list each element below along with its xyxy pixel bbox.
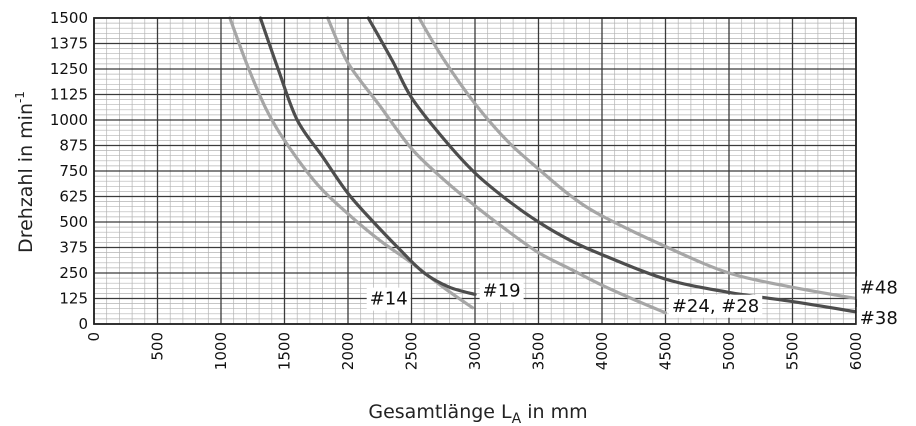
y-tick-label: 1500 [50,9,88,27]
x-tick-label: 5500 [784,332,802,370]
y-axis-title-superscript: -1 [13,91,27,103]
x-tick-label: 4000 [593,332,611,370]
curve-label-38: #38 [860,308,898,329]
x-tick-label: 500 [149,332,167,361]
y-tick-label: 500 [59,213,88,231]
curve-labels: #14 #19 #24, #28 #48 #38 [370,277,898,329]
x-axis-title-main: Gesamtlänge L [368,401,512,423]
curve-24-28 [326,16,668,315]
y-tick-label: 0 [78,315,88,333]
x-tick-label: 2000 [339,332,357,370]
curve-38 [366,16,858,314]
curve-19 [258,16,477,296]
x-tick-label: 3500 [530,332,548,370]
curve-label-bg [856,276,901,300]
y-tick-labels: 0 125 250 375 500 625 750 875 1000 1125 1250 1375 15… [50,9,88,333]
y-tick-label: 1125 [50,86,88,104]
x-tick-label: 0 [85,332,103,342]
x-tick-label: 1000 [212,332,230,370]
curve-label-48: #48 [860,277,898,298]
y-tick-label: 625 [59,188,88,206]
curve-48 [417,16,858,301]
curve-label-bg [668,294,763,318]
curve-label-24-28: #24, #28 [672,296,759,317]
y-tick-label: 1000 [50,111,88,129]
y-axis-title-main: Drehzahl in min [15,103,37,253]
plot-frame [93,17,857,325]
curve-label-backgrounds [366,276,901,330]
y-tick-label: 250 [59,264,88,282]
y-tick-label: 750 [59,162,88,180]
x-tick-label: 6000 [847,332,865,370]
y-tick-label: 125 [59,290,88,308]
x-tick-label: 4500 [657,332,675,370]
y-tick-label: 375 [59,239,88,257]
x-tick-label: 1500 [276,332,294,370]
curve-label-bg [366,287,411,311]
x-tick-label: 5000 [720,332,738,370]
curves [228,16,858,315]
y-tick-label: 1250 [50,60,88,78]
y-axis-title: Drehzahl in min-1 [13,91,37,253]
x-axis-title-subscript: A [512,411,522,426]
x-tick-labels: 0 500 1000 1500 2000 2500 3000 3500 4000 4500 5000… [85,332,865,370]
curve-label-14: #14 [370,289,408,310]
curve-label-19: #19 [483,280,521,301]
x-axis-title-unit: in mm [521,401,587,423]
y-tick-label: 1375 [50,35,88,53]
x-axis-title: Gesamtlänge LA in mm [368,401,587,426]
curve-label-bg [479,279,524,303]
x-tick-label: 3000 [466,332,484,370]
y-tick-label: 875 [59,137,88,155]
x-tick-label: 2500 [403,332,421,370]
curve-label-bg [856,307,901,330]
curve-14 [228,16,475,310]
